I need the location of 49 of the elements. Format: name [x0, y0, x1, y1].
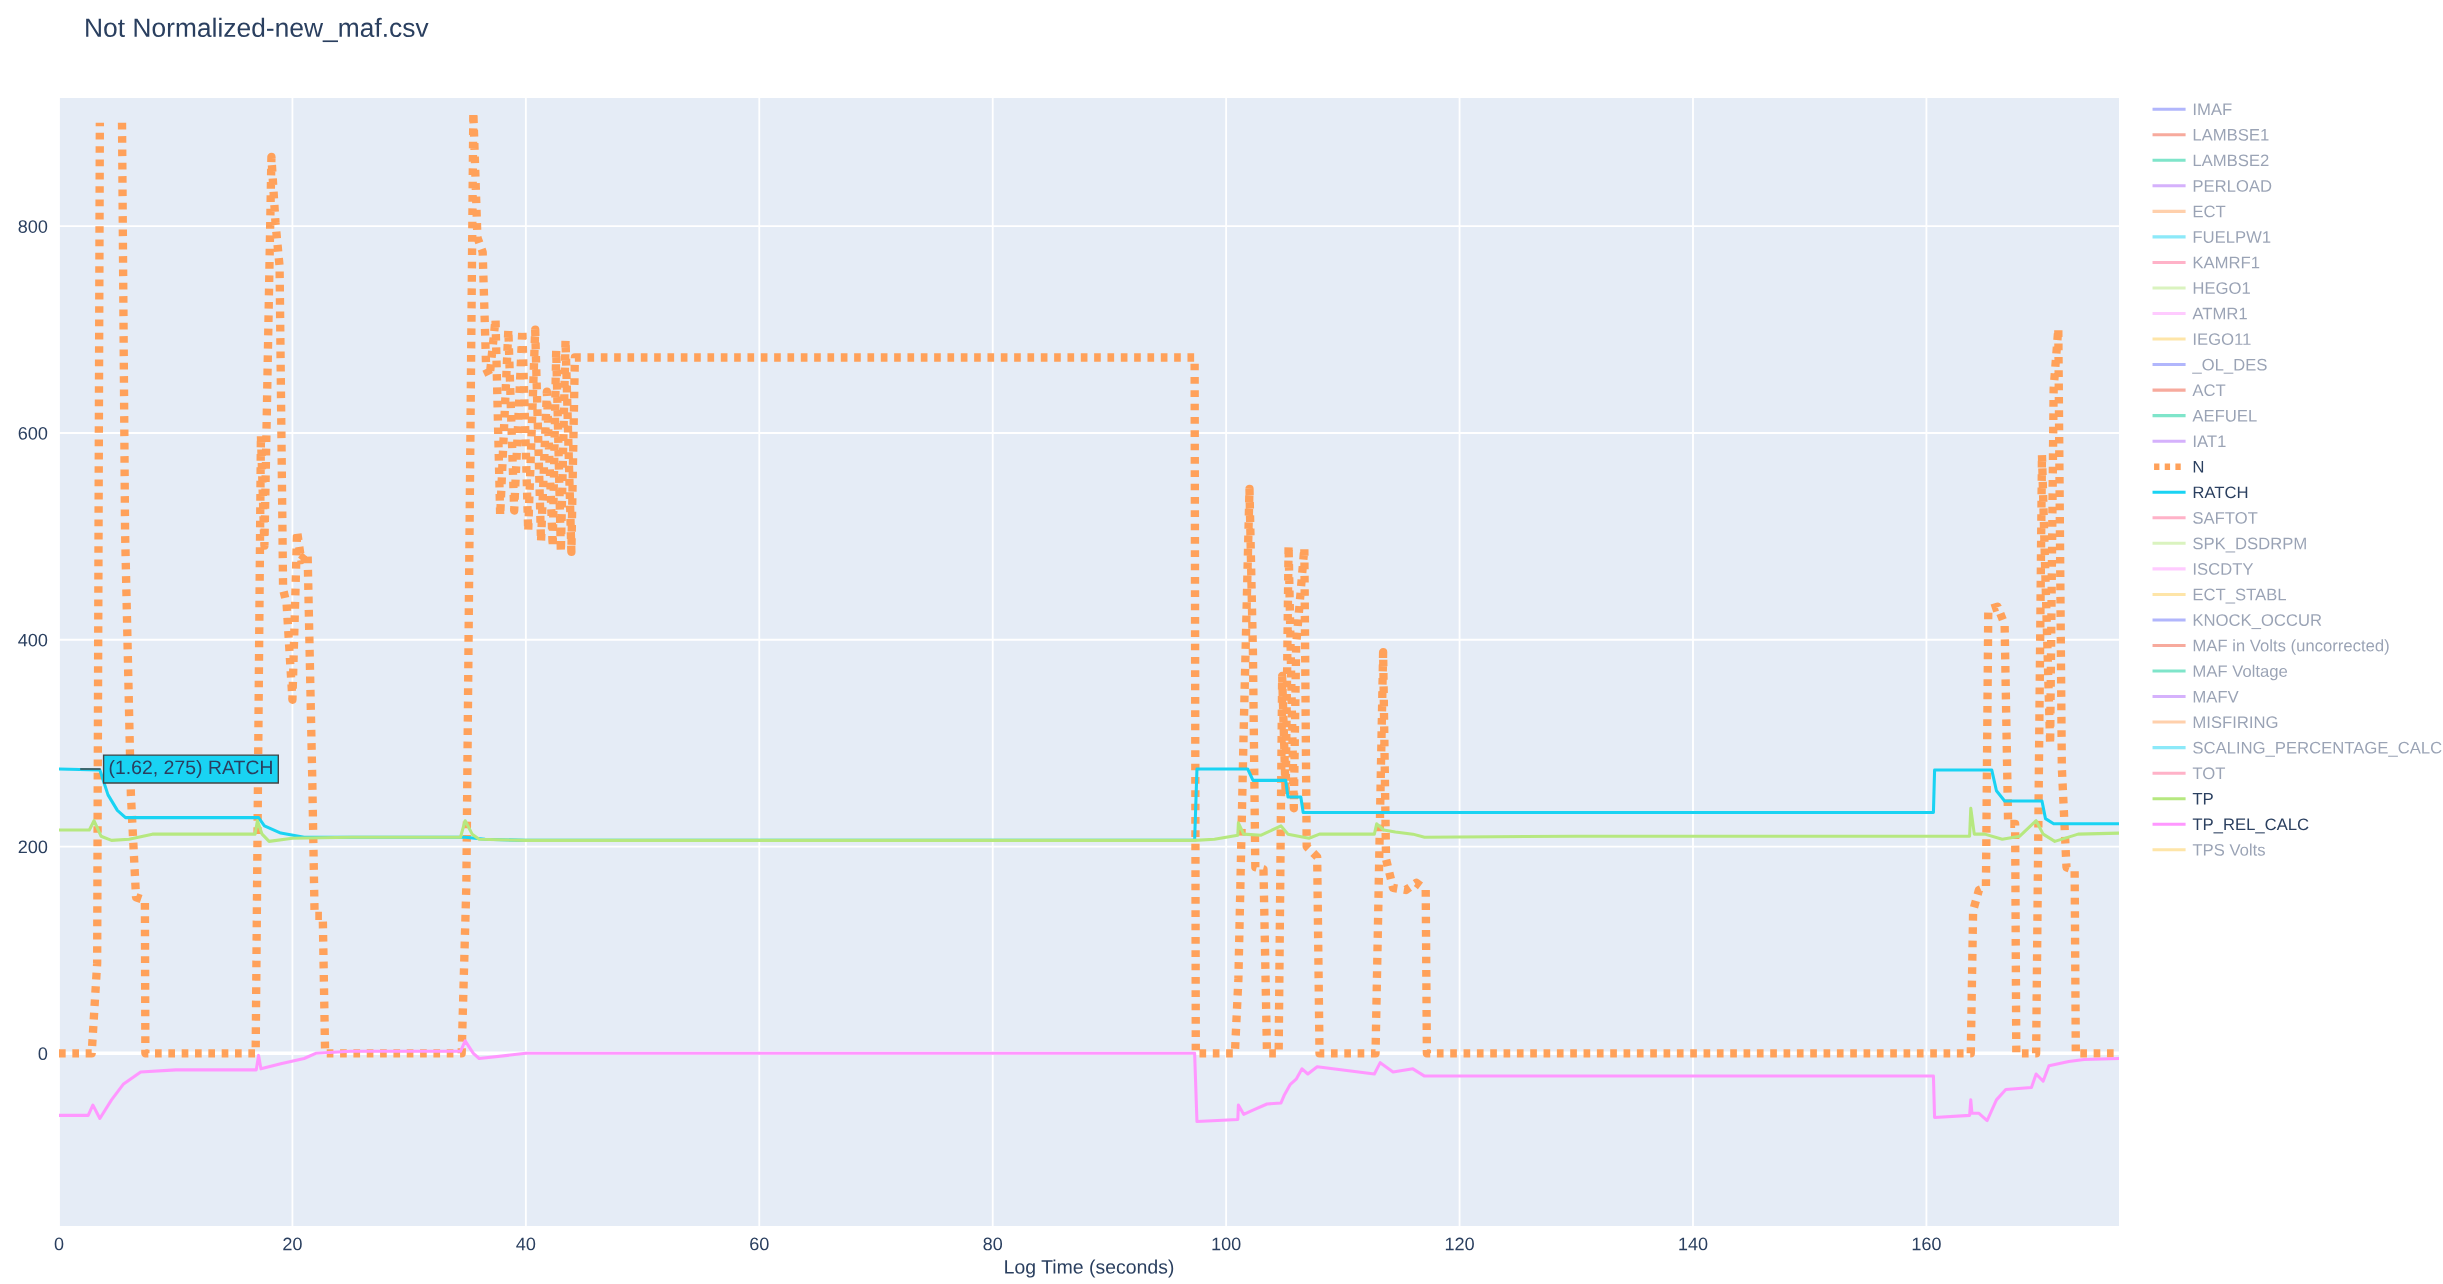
legend-label: TP_REL_CALC — [2192, 818, 2309, 834]
legend-label: TPS Volts — [2192, 843, 2265, 856]
legend-label: SAFTOT — [2193, 511, 2258, 524]
legend-label: TP — [2192, 793, 2213, 805]
legend-label: IAT1 — [2193, 435, 2226, 448]
legend-label: MAF in Volts (uncorrected) — [2193, 639, 2389, 655]
x-tick-label: 140 — [1679, 1237, 1708, 1251]
chart-title: Not Normalized-new_maf.csv — [86, 17, 429, 43]
x-tick-label: 80 — [983, 1237, 1003, 1251]
legend-label: ECT — [2193, 205, 2226, 218]
legend-label: PERLOAD — [2193, 180, 2272, 192]
y-tick-label: 800 — [18, 220, 48, 233]
legend-label: FUELPW1 — [2193, 231, 2271, 243]
legend-label: ACT — [2192, 384, 2226, 397]
x-tick-label: 40 — [516, 1237, 536, 1251]
y-tick-label: 200 — [18, 840, 48, 854]
annotation: (1.62, 275) RATCH — [109, 759, 272, 779]
legend-label: TOT — [2192, 767, 2226, 780]
legend-label: LAMBSE1 — [2193, 128, 2269, 141]
legend-label: AEFUEL — [2192, 410, 2257, 422]
legend-label: MISFIRING — [2193, 716, 2278, 729]
legend-label: LAMBSE2 — [2193, 154, 2269, 167]
legend-label: IEGO11 — [2193, 333, 2251, 346]
x-tick-label: 160 — [1912, 1237, 1941, 1251]
x-axis-title: Log Time (seconds) — [1005, 1259, 1174, 1278]
legend-label: SCALING_PERCENTAGE_CALC — [2193, 741, 2442, 757]
x-tick-label: 20 — [283, 1237, 302, 1251]
legend-label: KNOCK_OCCUR — [2193, 614, 2322, 630]
x-tick-label: 100 — [1212, 1237, 1241, 1251]
legend-label: KAMRF1 — [2193, 256, 2260, 269]
legend-label: MAF Voltage — [2193, 664, 2288, 681]
line-series — [59, 806, 2119, 843]
legend-label: RATCH — [2193, 486, 2248, 499]
legend-label: ECT_STABL — [2193, 588, 2287, 604]
legend-label: ISCDTY — [2193, 563, 2254, 575]
line-series — [59, 1039, 2119, 1124]
legend-label: MAFV — [2193, 690, 2239, 703]
x-tick-label: 60 — [750, 1237, 769, 1251]
legend-label: IMAF — [2193, 103, 2232, 116]
legend-label: N — [2193, 461, 2204, 473]
y-tick-label: 0 — [38, 1047, 48, 1061]
legend-label: SPK_DSDRPM — [2193, 537, 2306, 553]
x-tick-label: 0 — [54, 1237, 64, 1251]
legend-label: HEGO1 — [2193, 282, 2250, 294]
x-tick-label: 120 — [1445, 1237, 1474, 1251]
legend-label: ATMR1 — [2192, 307, 2247, 320]
y-tick-label: 600 — [18, 426, 48, 440]
legend-label: _OL_DES — [2192, 358, 2267, 374]
y-tick-label: 400 — [18, 633, 48, 647]
